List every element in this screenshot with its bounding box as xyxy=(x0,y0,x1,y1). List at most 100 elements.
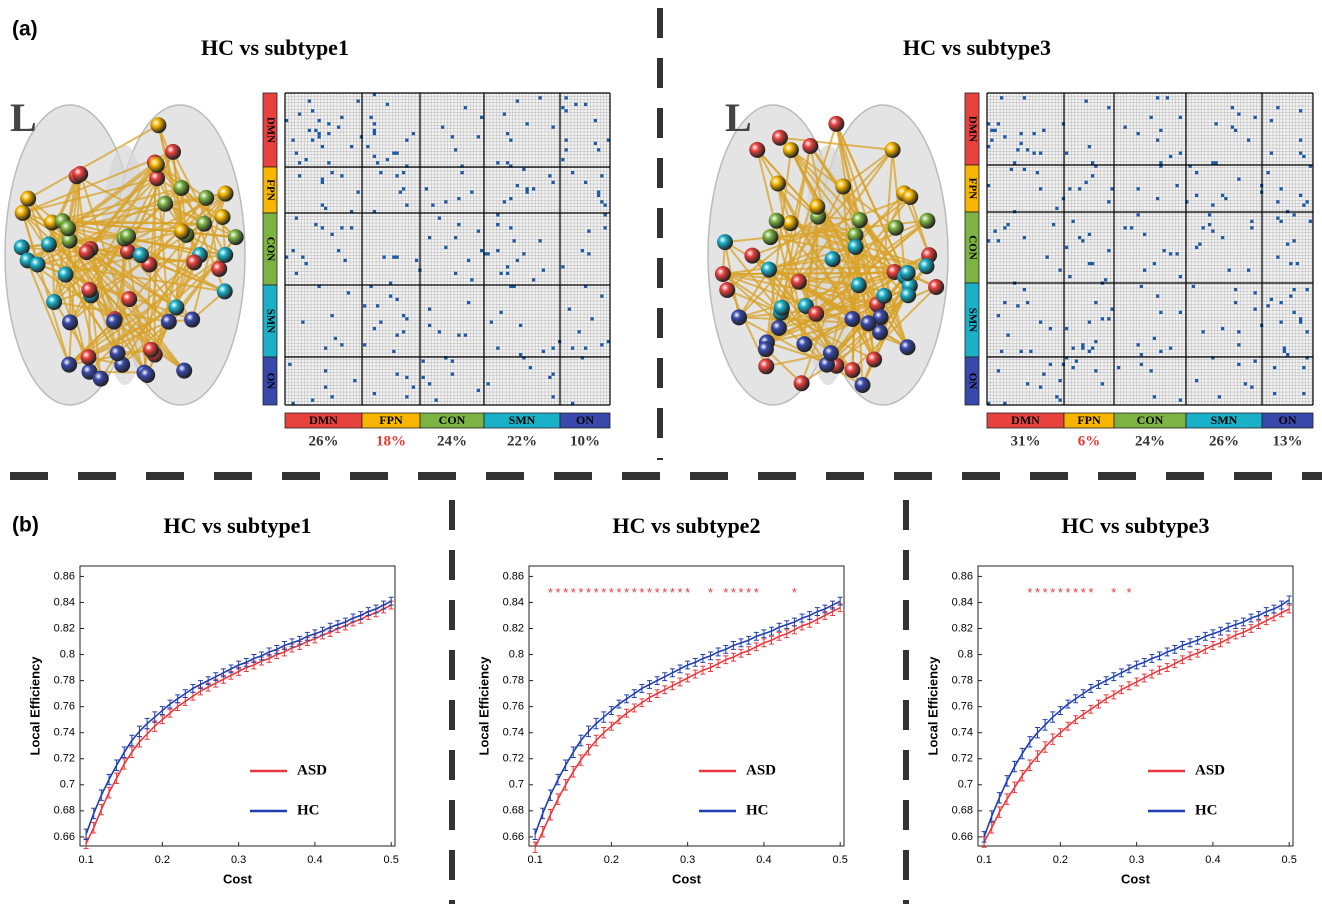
error-bar xyxy=(350,613,356,623)
error-bar xyxy=(1157,665,1163,675)
error-bar xyxy=(593,734,599,747)
edge xyxy=(804,216,820,307)
matrix-cell xyxy=(1227,268,1231,272)
matrix-cell xyxy=(405,164,409,168)
matrix-cell xyxy=(330,395,334,399)
matrix-cell xyxy=(1152,336,1156,340)
error-bar xyxy=(723,655,729,665)
node xyxy=(173,223,190,240)
matrix-cell xyxy=(1159,164,1163,168)
matrix-cell xyxy=(298,161,302,165)
percentage: 18% xyxy=(376,433,406,449)
matrix-cell xyxy=(395,333,399,337)
matrix-cell xyxy=(1253,307,1257,311)
error-bar xyxy=(1172,659,1178,669)
error-bar xyxy=(1225,634,1231,644)
node xyxy=(899,264,916,281)
matrix-cell xyxy=(1292,213,1296,217)
matrix-cell xyxy=(285,119,289,123)
error-bar xyxy=(1164,647,1170,657)
matrix-cell xyxy=(1091,262,1095,266)
node xyxy=(844,311,861,328)
node xyxy=(809,198,826,215)
percentage: 24% xyxy=(1135,433,1165,449)
edge xyxy=(798,149,894,283)
node xyxy=(40,236,57,253)
error-bar xyxy=(1057,728,1063,738)
node xyxy=(78,244,95,261)
matrix-cell xyxy=(314,223,318,227)
error-bar xyxy=(1218,626,1224,636)
error-bar xyxy=(358,611,364,620)
network-bar xyxy=(262,356,278,406)
significance-mark: * xyxy=(594,585,599,600)
matrix-cell xyxy=(405,375,409,379)
matrix-cell xyxy=(1110,307,1114,311)
matrix-cell xyxy=(506,265,510,269)
matrix-cell xyxy=(1022,167,1026,171)
matrix-cell xyxy=(561,265,565,269)
error-bar xyxy=(236,660,242,670)
matrix-cell xyxy=(1016,148,1020,152)
matrix-cell xyxy=(1045,255,1049,259)
matrix-cell xyxy=(515,184,519,188)
error-bar xyxy=(1263,616,1269,626)
matrix-cell xyxy=(1139,362,1143,366)
significance-mark: * xyxy=(792,585,797,600)
error-bar xyxy=(1111,690,1117,700)
edge xyxy=(127,203,166,237)
matrix-cell xyxy=(1006,223,1010,227)
error-bar xyxy=(167,699,173,709)
node xyxy=(793,375,810,392)
error-bar xyxy=(144,717,150,730)
error-bar xyxy=(1027,736,1033,748)
matrix-cell xyxy=(411,385,415,389)
matrix-cell xyxy=(590,317,594,321)
matrix-cell xyxy=(990,128,994,132)
error-bar xyxy=(1065,721,1071,731)
edge xyxy=(126,251,149,376)
matrix-cell xyxy=(509,197,513,201)
error-bar xyxy=(1286,595,1292,605)
x-tick-label: 0.5 xyxy=(384,854,399,866)
matrix-cell xyxy=(415,258,419,262)
matrix-cell xyxy=(411,132,415,136)
y-tick-label: 0.8 xyxy=(509,648,524,660)
significance-mark: * xyxy=(708,585,713,600)
error-bar xyxy=(563,779,569,791)
matrix-cell xyxy=(330,171,334,175)
matrix-cell xyxy=(405,395,409,399)
error-bar xyxy=(578,734,584,747)
matrix-cell xyxy=(1178,151,1182,155)
matrix-cell xyxy=(551,346,555,350)
matrix-cell xyxy=(294,271,298,275)
node xyxy=(160,313,177,330)
matrix-cell xyxy=(1026,148,1030,152)
node xyxy=(731,309,748,326)
error-bar xyxy=(746,646,752,656)
matrix-cell xyxy=(1022,288,1026,292)
error-bar xyxy=(1240,628,1246,637)
error-bar xyxy=(532,828,538,840)
error-bar xyxy=(1103,694,1109,704)
error-bar xyxy=(167,708,173,718)
y-tick-label: 0.76 xyxy=(54,701,75,713)
matrix-cell xyxy=(363,343,367,347)
matrix-cell xyxy=(1091,161,1095,165)
matrix-cell xyxy=(1247,268,1251,272)
matrix-cell xyxy=(515,258,519,262)
node xyxy=(81,282,98,299)
node xyxy=(61,356,78,373)
matrix-cell xyxy=(1178,115,1182,119)
matrix-cell xyxy=(1065,327,1069,331)
error-bar xyxy=(304,631,310,641)
matrix-cell xyxy=(564,148,568,152)
significance-mark: * xyxy=(723,585,728,600)
node xyxy=(770,319,787,336)
significance-mark: * xyxy=(609,585,614,600)
edge xyxy=(851,286,937,371)
matrix-cell xyxy=(1084,180,1088,184)
matrix-cell xyxy=(1026,301,1030,305)
matrix-cell xyxy=(314,128,318,132)
edge xyxy=(90,295,102,379)
